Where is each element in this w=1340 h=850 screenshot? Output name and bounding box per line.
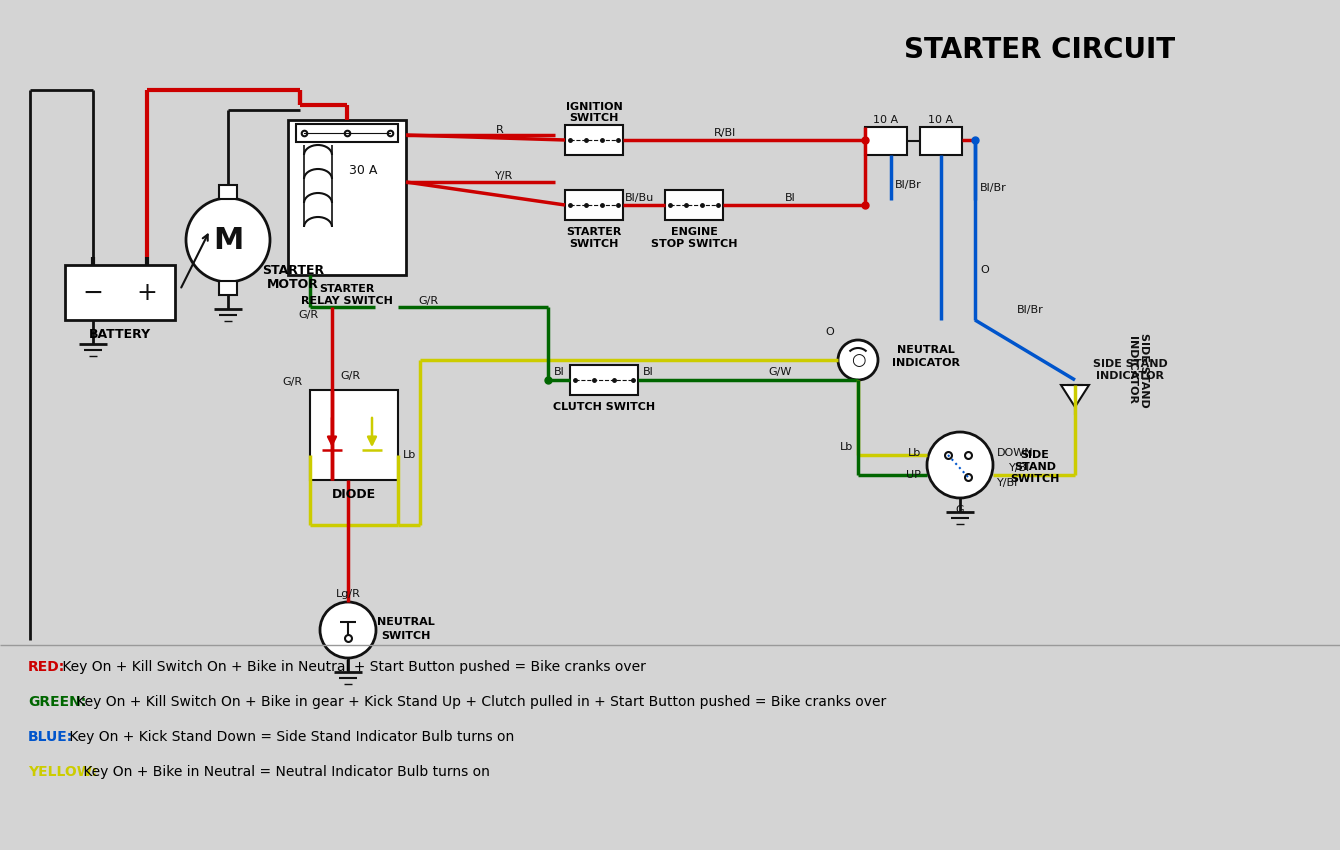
Bar bbox=[565, 125, 623, 155]
Text: Bl/Br: Bl/Br bbox=[980, 183, 1006, 193]
Text: Lg/R: Lg/R bbox=[335, 589, 360, 599]
Text: BATTERY: BATTERY bbox=[88, 327, 151, 341]
Text: DOWN: DOWN bbox=[997, 448, 1033, 458]
Text: G/R: G/R bbox=[340, 371, 360, 381]
Text: CLUTCH SWITCH: CLUTCH SWITCH bbox=[553, 402, 655, 412]
Text: STARTER CIRCUIT: STARTER CIRCUIT bbox=[905, 36, 1175, 64]
Text: MOTOR: MOTOR bbox=[267, 277, 319, 291]
Text: 10 A: 10 A bbox=[929, 115, 954, 125]
Text: STAND: STAND bbox=[1014, 462, 1056, 472]
Text: YELLOW:: YELLOW: bbox=[28, 765, 96, 779]
Text: SIDE: SIDE bbox=[1021, 450, 1049, 460]
Text: SWITCH: SWITCH bbox=[570, 113, 619, 123]
Text: −: − bbox=[83, 280, 103, 304]
Text: STARTER: STARTER bbox=[319, 284, 375, 294]
Polygon shape bbox=[1061, 385, 1089, 407]
Text: SWITCH: SWITCH bbox=[570, 239, 619, 249]
Text: ENGINE: ENGINE bbox=[670, 227, 717, 237]
Text: SIDE STAND
INDICATOR: SIDE STAND INDICATOR bbox=[1092, 360, 1167, 381]
Text: Bl: Bl bbox=[555, 367, 565, 377]
Text: Lb: Lb bbox=[907, 448, 921, 458]
Text: SIDE STAND
INDICATOR: SIDE STAND INDICATOR bbox=[1127, 332, 1148, 407]
Text: NEUTRAL: NEUTRAL bbox=[377, 617, 436, 627]
Text: Y/R: Y/R bbox=[494, 171, 513, 181]
Text: Bl: Bl bbox=[643, 367, 654, 377]
Bar bbox=[310, 390, 398, 480]
Text: RELAY SWITCH: RELAY SWITCH bbox=[302, 296, 393, 306]
Bar bbox=[665, 190, 724, 220]
Text: G/W: G/W bbox=[768, 367, 792, 377]
Text: SWITCH: SWITCH bbox=[382, 631, 430, 641]
Text: Key On + Kill Switch On + Bike in Neutral + Start Button pushed = Bike cranks ov: Key On + Kill Switch On + Bike in Neutra… bbox=[58, 660, 646, 674]
Text: RED:: RED: bbox=[28, 660, 66, 674]
Text: UP: UP bbox=[906, 470, 921, 480]
Circle shape bbox=[186, 198, 269, 282]
Text: ○: ○ bbox=[851, 351, 866, 369]
Text: Bl/Br: Bl/Br bbox=[1017, 305, 1044, 315]
Text: G/R: G/R bbox=[297, 310, 318, 320]
Text: M: M bbox=[213, 225, 243, 254]
Text: NEUTRAL: NEUTRAL bbox=[896, 345, 955, 355]
Text: STARTER: STARTER bbox=[261, 264, 324, 276]
Bar bbox=[565, 190, 623, 220]
Text: G: G bbox=[955, 505, 965, 515]
Text: Key On + Bike in Neutral = Neutral Indicator Bulb turns on: Key On + Bike in Neutral = Neutral Indic… bbox=[79, 765, 490, 779]
Text: O: O bbox=[825, 327, 835, 337]
Text: STOP SWITCH: STOP SWITCH bbox=[651, 239, 737, 249]
Text: R: R bbox=[496, 125, 504, 135]
Bar bbox=[288, 120, 406, 275]
Bar bbox=[66, 265, 176, 320]
Text: G/R: G/R bbox=[281, 377, 302, 387]
Text: Bl/Bu: Bl/Bu bbox=[626, 193, 655, 203]
Text: STARTER: STARTER bbox=[567, 227, 622, 237]
Bar bbox=[218, 281, 237, 295]
Text: SWITCH: SWITCH bbox=[1010, 474, 1060, 484]
Text: Bl: Bl bbox=[785, 193, 796, 203]
Bar bbox=[218, 185, 237, 199]
Text: Lb: Lb bbox=[840, 442, 854, 452]
Text: Y/Bl: Y/Bl bbox=[1009, 463, 1030, 473]
Bar bbox=[866, 127, 907, 155]
Text: Key On + Kill Switch On + Bike in gear + Kick Stand Up + Clutch pulled in + Star: Key On + Kill Switch On + Bike in gear +… bbox=[72, 695, 886, 709]
Bar bbox=[570, 365, 638, 395]
Circle shape bbox=[838, 340, 878, 380]
Text: BLUE:: BLUE: bbox=[28, 730, 74, 744]
Circle shape bbox=[927, 432, 993, 498]
Text: G/R: G/R bbox=[418, 296, 438, 306]
Bar bbox=[296, 124, 398, 142]
Text: 30 A: 30 A bbox=[348, 163, 377, 177]
Text: GREEN:: GREEN: bbox=[28, 695, 86, 709]
Text: Y/Bl: Y/Bl bbox=[997, 478, 1018, 488]
Circle shape bbox=[320, 602, 377, 658]
Text: Key On + Kick Stand Down = Side Stand Indicator Bulb turns on: Key On + Kick Stand Down = Side Stand In… bbox=[66, 730, 515, 744]
Text: +: + bbox=[137, 280, 157, 304]
Text: IGNITION: IGNITION bbox=[565, 102, 622, 112]
Text: R/Bl: R/Bl bbox=[714, 128, 736, 138]
Text: DIODE: DIODE bbox=[332, 488, 377, 501]
Text: Bl/Br: Bl/Br bbox=[895, 180, 922, 190]
Text: Lb: Lb bbox=[403, 450, 417, 460]
Text: INDICATOR: INDICATOR bbox=[892, 358, 959, 368]
Text: O: O bbox=[980, 265, 989, 275]
Text: 10 A: 10 A bbox=[874, 115, 899, 125]
Bar bbox=[921, 127, 962, 155]
